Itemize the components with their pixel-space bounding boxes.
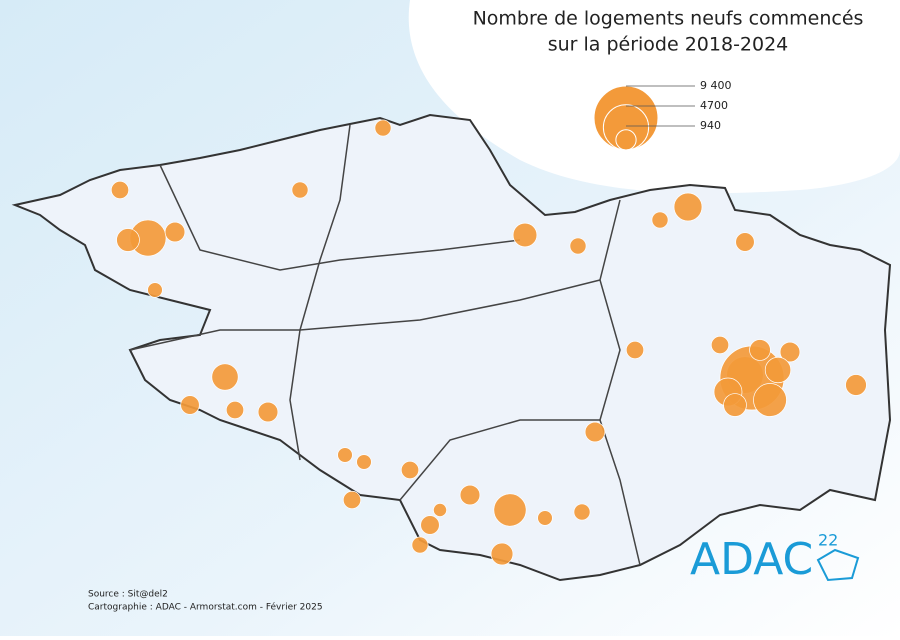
bubble [512, 222, 538, 248]
bubble [584, 421, 606, 443]
bubble [625, 340, 645, 360]
bubble [735, 232, 755, 252]
bubble [110, 180, 130, 200]
bubble [569, 237, 587, 255]
bubble [459, 484, 481, 506]
bubble [845, 374, 867, 396]
bubble [433, 503, 447, 517]
bubble [180, 395, 200, 415]
boundaries [129, 124, 641, 566]
bubble [356, 454, 372, 470]
boundary [289, 124, 351, 461]
bubble [779, 341, 801, 363]
logo-number: 22 [818, 531, 838, 550]
title-area [408, 0, 900, 194]
bubble [764, 356, 792, 384]
bubble [337, 447, 353, 463]
bubble [147, 282, 163, 298]
logo-name: ADAC [690, 534, 813, 585]
bubble [537, 510, 553, 526]
bubble [651, 211, 669, 229]
bubble [291, 181, 309, 199]
region-outline [11, 113, 892, 582]
source: Source : Sit@del2 [88, 590, 168, 600]
boundary [399, 419, 600, 501]
bubble [493, 493, 527, 527]
boundary [129, 279, 601, 351]
legend-label: 4700 [700, 99, 728, 112]
bubble [420, 515, 440, 535]
bubble [710, 335, 730, 355]
bubbles [110, 119, 867, 566]
bubble [225, 400, 245, 420]
credits: Cartographie : ADAC - Armorstat.com - Fé… [88, 602, 323, 613]
bubble [164, 221, 186, 243]
bubble [573, 503, 591, 521]
bubble [753, 383, 787, 417]
bubble [116, 228, 140, 252]
bubble [342, 490, 362, 510]
bubble [723, 393, 747, 417]
title: sur la période 2018-2024 [548, 34, 789, 56]
legend: 9 400 4700 940 [593, 79, 732, 151]
title: Nombre de logements neufs commencés [473, 8, 864, 30]
bubble [490, 542, 514, 566]
bubble [211, 363, 239, 391]
bubble [411, 536, 429, 554]
bubble [374, 119, 392, 137]
bubble [400, 460, 420, 480]
bubble [257, 401, 279, 423]
legend-label: 9 400 [700, 79, 732, 92]
boundary [599, 199, 641, 566]
boundary [159, 164, 521, 271]
legend-circle [615, 129, 637, 151]
legend-circle [593, 85, 659, 151]
legend-label: 940 [700, 119, 721, 132]
logo-shape [816, 548, 860, 582]
bubble [673, 192, 703, 222]
bubble [749, 339, 771, 361]
